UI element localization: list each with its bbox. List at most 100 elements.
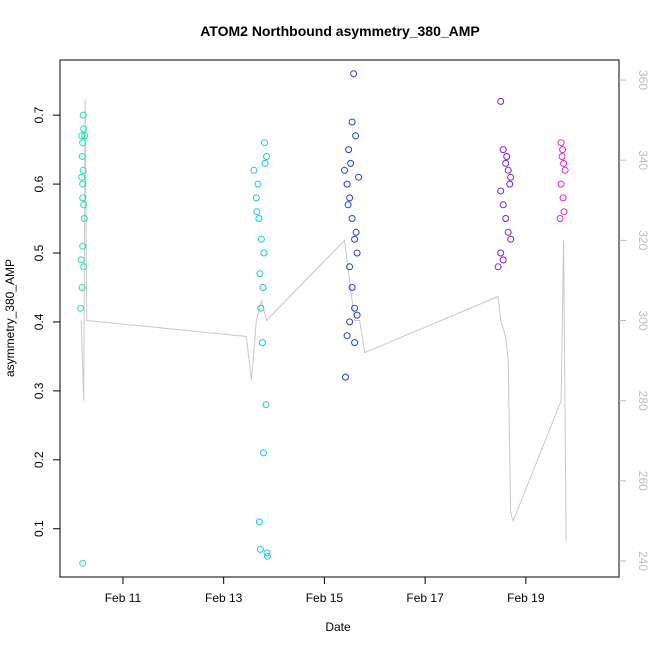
data-point-cluster-1 [79,166,87,174]
data-point-cluster-5 [559,146,567,154]
data-point-cluster-3 [345,146,353,154]
data-point-cluster-4 [499,256,507,264]
y2-tick-label: 300 [636,310,650,330]
x-tick-label: Feb 19 [507,591,545,605]
data-point-cluster-1 [80,125,88,133]
data-point-cluster-2 [257,235,265,243]
data-point-cluster-4 [504,166,512,174]
data-point-cluster-3 [346,263,354,271]
data-point-cluster-4 [506,180,514,188]
y-tick-label: 0.5 [32,244,46,261]
data-point-cluster-5 [557,139,565,147]
data-point-cluster-5 [561,166,569,174]
x-tick-label: Feb 11 [105,591,142,605]
y-tick-label: 0.1 [32,520,46,537]
plot-frame [59,59,620,578]
data-point-cluster-1 [79,180,87,188]
data-point-cluster-4 [497,249,505,257]
data-point-cluster-3 [348,284,356,291]
data-point-cluster-3 [352,228,360,236]
data-point-cluster-5 [557,180,565,188]
data-point-cluster-1 [81,132,89,140]
y-axis-title: asymmetry_380_AMP [3,259,17,377]
data-point-cluster-1 [79,242,87,250]
data-point-cluster-2 [258,339,266,347]
y2-tick-label: 280 [636,391,650,411]
data-point-cluster-1 [78,284,86,291]
data-point-cluster-2 [257,304,265,312]
y2-tick-label: 340 [636,150,650,170]
y2-tick-label: 320 [636,230,650,250]
data-point-cluster-2 [261,139,268,147]
data-point-cluster-2 [262,401,270,409]
data-point-cluster-5 [560,159,568,167]
data-point-cluster-2 [250,166,258,174]
data-point-cluster-3 [347,159,355,167]
x-axis-title: Date [325,620,351,634]
data-point-cluster-1 [80,201,88,209]
data-point-cluster-1 [78,132,86,140]
data-point-cluster-2 [252,194,260,202]
data-point-cluster-1 [80,263,88,271]
data-point-cluster-4 [499,146,507,154]
y2-tick-label: 260 [636,471,650,491]
data-point-cluster-2 [260,249,268,257]
data-point-cluster-1 [79,559,87,567]
data-point-cluster-2 [264,552,271,560]
data-point-cluster-4 [497,187,505,195]
data-point-cluster-2 [261,159,269,167]
data-point-cluster-4 [507,235,515,243]
data-point-cluster-2 [253,208,261,216]
data-point-cluster-3 [351,339,359,347]
data-point-cluster-3 [343,180,351,188]
data-point-cluster-4 [502,215,510,222]
x-tick-label: Feb 15 [306,591,344,605]
data-point-cluster-3 [351,304,359,312]
data-point-cluster-2 [256,270,264,278]
y-tick-label: 0.2 [32,451,46,468]
data-point-cluster-3 [350,70,358,78]
data-point-cluster-3 [352,132,360,140]
data-point-cluster-2 [260,449,267,457]
data-point-cluster-5 [560,208,568,216]
data-point-cluster-1 [77,256,85,264]
data-point-cluster-3 [355,173,363,181]
data-point-cluster-4 [504,228,512,236]
data-point-cluster-1 [80,215,88,222]
data-point-cluster-3 [353,249,361,257]
data-point-cluster-1 [78,153,86,160]
y-tick-label: 0.6 [32,175,46,192]
data-point-cluster-1 [77,304,85,312]
data-point-cluster-4 [494,263,502,271]
y2-tick-label: 240 [636,551,650,571]
data-point-cluster-1 [78,173,86,181]
y-tick-label: 0.4 [32,313,46,330]
y2-tick-label: 360 [636,70,650,90]
data-point-cluster-5 [559,194,567,202]
data-point-cluster-4 [497,97,505,105]
data-point-cluster-2 [254,180,262,188]
data-point-cluster-2 [263,549,271,557]
chart-marks: Feb 11 Feb 13 Feb 15 Feb 17 Feb 19 0.1 0.2 0.3 0… [32,70,650,605]
data-point-cluster-3 [344,201,352,209]
x-tick-label: Feb 13 [205,591,243,605]
data-point-cluster-3 [346,194,354,202]
data-point-cluster-5 [558,153,566,160]
y-tick-label: 0.3 [32,382,46,399]
x-tick-label: Feb 17 [406,591,444,605]
data-point-cluster-2 [256,545,264,553]
secondary-series-line [80,100,567,541]
data-point-cluster-4 [502,159,510,167]
data-point-cluster-3 [348,118,356,126]
data-point-cluster-1 [79,194,87,202]
data-point-cluster-2 [255,518,263,526]
data-point-cluster-4 [507,173,515,181]
data-point-cluster-2 [263,153,270,160]
data-point-cluster-4 [503,153,511,160]
data-point-cluster-3 [342,373,349,381]
data-point-cluster-5 [556,215,564,222]
data-point-cluster-1 [79,111,87,119]
data-point-cluster-3 [351,235,359,243]
